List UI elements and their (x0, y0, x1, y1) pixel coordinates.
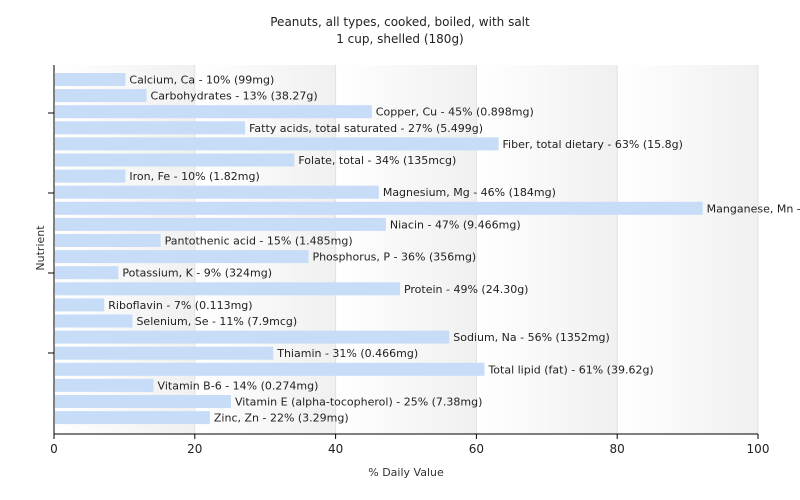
bar-label: Niacin - 47% (9.466mg) (390, 218, 521, 231)
grid-band (335, 65, 477, 434)
bar-label: Thiamin - 31% (0.466mg) (276, 347, 418, 360)
bar-label: Iron, Fe - 10% (1.82mg) (129, 170, 259, 183)
bar-label: Total lipid (fat) - 61% (39.62g) (487, 363, 653, 376)
bar-label: Magnesium, Mg - 46% (184mg) (383, 186, 556, 199)
bar-label: Vitamin B-6 - 14% (0.274mg) (158, 379, 319, 392)
bar (55, 266, 119, 280)
bar (55, 153, 295, 167)
bar (55, 330, 450, 344)
bar (55, 346, 274, 360)
bar-label: Copper, Cu - 45% (0.898mg) (376, 106, 534, 119)
chart-subtitle: 1 cup, shelled (180g) (336, 32, 464, 46)
bar (55, 217, 386, 231)
bar-label: Pantothenic acid - 15% (1.485mg) (165, 235, 353, 248)
bar-label: Calcium, Ca - 10% (99mg) (129, 74, 274, 87)
chart-title: Peanuts, all types, cooked, boiled, with… (270, 15, 530, 29)
bar (55, 314, 133, 328)
bar (55, 121, 246, 135)
bar-label: Protein - 49% (24.30g) (404, 283, 529, 296)
y-axis-title: Nutrient (34, 225, 47, 271)
bar (55, 201, 703, 215)
bar (55, 378, 154, 392)
bar (55, 250, 309, 264)
grid-band (476, 65, 618, 434)
x-tick-label: 100 (747, 442, 770, 456)
x-axis-title: % Daily Value (368, 466, 444, 479)
x-tick-label: 20 (187, 442, 202, 456)
x-tick-label: 80 (610, 442, 625, 456)
bar-label: Zinc, Zn - 22% (3.29mg) (214, 412, 349, 425)
bar-label: Selenium, Se - 11% (7.9mcg) (136, 315, 297, 328)
x-tick-label: 40 (328, 442, 343, 456)
bar (55, 73, 126, 86)
bar-label: Carbohydrates - 13% (38.27g) (151, 90, 318, 103)
bar (55, 395, 231, 408)
bar-label: Vitamin E (alpha-tocopherol) - 25% (7.38… (235, 396, 482, 409)
bar (55, 169, 126, 183)
bar (55, 298, 105, 312)
bar (55, 362, 485, 376)
bar-label: Folate, total - 34% (135mcg) (298, 154, 456, 167)
bar (55, 105, 372, 119)
bar-label: Fatty acids, total saturated - 27% (5.49… (249, 122, 483, 135)
bar (55, 137, 499, 151)
bar-label: Potassium, K - 9% (324mg) (122, 267, 272, 280)
bar-label: Fiber, total dietary - 63% (15.8g) (503, 138, 683, 151)
bar (55, 89, 147, 103)
bar (55, 234, 161, 247)
bar-label: Sodium, Na - 56% (1352mg) (453, 331, 610, 344)
bar (55, 282, 400, 296)
bar-label: Riboflavin - 7% (0.113mg) (108, 299, 252, 312)
bar-label: Manganese, Mn - 92% (1.841mg) (707, 202, 800, 215)
x-tick-label: 60 (469, 442, 484, 456)
bar-label: Phosphorus, P - 36% (356mg) (312, 251, 476, 264)
bar (55, 185, 379, 199)
grid-band (617, 65, 758, 434)
x-tick-label: 0 (50, 442, 58, 456)
bar (55, 411, 210, 425)
